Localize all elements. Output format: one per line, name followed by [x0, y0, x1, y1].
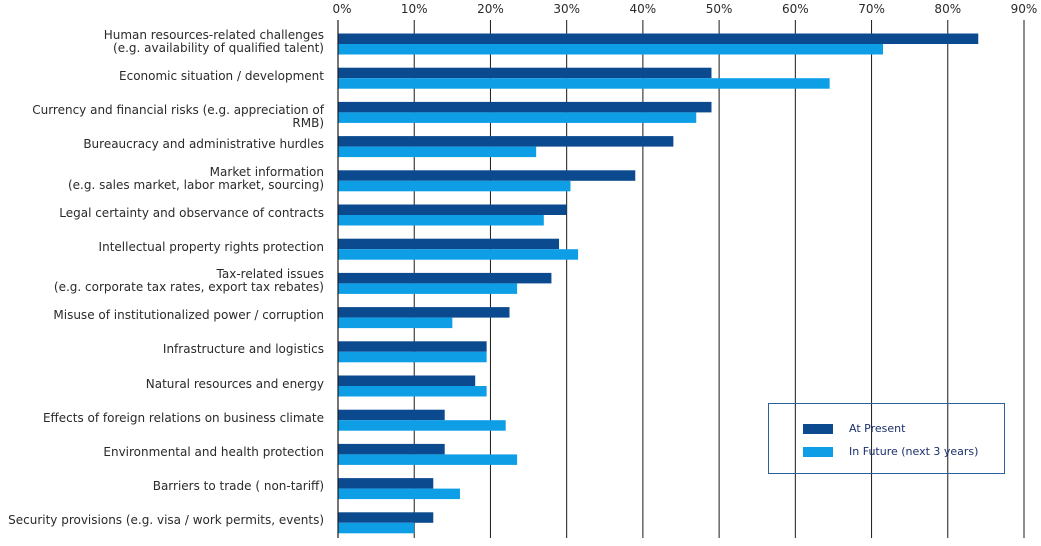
legend-label-at-present: At Present — [849, 422, 906, 435]
legend-swatch-in-future — [803, 447, 833, 457]
category-label: Tax-related issues (e.g. corporate tax ra… — [0, 268, 324, 294]
category-label-line: Tax-related issues — [216, 267, 324, 282]
bar-at-present — [338, 272, 552, 284]
x-tick-label: 50% — [705, 2, 733, 16]
bar-at-present — [338, 478, 434, 489]
category-label-line: (e.g. sales market, labor market, sourci… — [67, 177, 324, 192]
bar-in-future — [338, 44, 883, 55]
bar-in-future — [338, 454, 518, 465]
x-tick-label: 60% — [781, 2, 809, 16]
legend: At Present In Future (next 3 years) — [768, 403, 1005, 474]
bar-in-future — [338, 249, 579, 260]
bar-at-present — [338, 307, 510, 318]
category-label: Bureaucracy and administrative hurdles — [0, 138, 324, 151]
legend-swatch-at-present — [803, 424, 833, 434]
bar-at-present — [338, 409, 445, 421]
bar-at-present — [338, 170, 636, 181]
bar-at-present — [338, 33, 979, 44]
bar-in-future — [338, 146, 537, 158]
bar-at-present — [338, 443, 445, 455]
bar-in-future — [338, 215, 544, 226]
x-tick-label: 10% — [400, 2, 428, 16]
category-label: Natural resources and energy — [0, 376, 324, 391]
bar-at-present — [338, 238, 560, 250]
bar-in-future — [338, 317, 453, 329]
category-label: Environmental and health protection — [0, 444, 324, 459]
bar-in-future — [338, 386, 487, 397]
category-label-line: Currency and financial risks (e.g. appre… — [32, 102, 324, 130]
category-label: Legal certainty and observance of contra… — [0, 205, 324, 220]
category-label: Human resources-related challenges (e.g. … — [0, 29, 324, 55]
category-label-line: Human resources-related challenges — [103, 28, 324, 42]
category-label-line: Effects of foreign relations on business… — [42, 410, 324, 425]
category-label-line: Bureaucracy and administrative hurdles — [83, 137, 324, 152]
category-label: Currency and financial risks (e.g. appre… — [0, 102, 324, 130]
bar-in-future — [338, 283, 518, 294]
bar-in-future — [338, 180, 571, 192]
bar-in-future — [338, 78, 830, 89]
bar-at-present — [338, 136, 674, 147]
x-tick-label: 30% — [553, 2, 580, 16]
category-label-line: Natural resources and energy — [145, 376, 324, 391]
bar-in-future — [338, 420, 506, 431]
category-label: Intellectual property rights protection — [0, 239, 324, 254]
x-tick-label: 80% — [934, 2, 962, 16]
bar-at-present — [338, 375, 476, 386]
category-label-line: (e.g. corporate tax rates, export tax re… — [53, 280, 324, 295]
bar-in-future — [338, 488, 460, 500]
x-tick-label: 40% — [629, 2, 657, 16]
category-label: Effects of foreign relations on business… — [0, 410, 324, 425]
bar-at-present — [338, 512, 434, 523]
category-label: Market information (e.g. sales market, la… — [0, 164, 324, 192]
category-label: Security provisions (e.g. visa / work pe… — [0, 514, 324, 527]
bar-in-future — [338, 351, 487, 363]
category-label-line: Infrastructure and logistics — [162, 342, 324, 357]
bar-at-present — [338, 341, 487, 352]
bar-in-future — [338, 522, 415, 534]
legend-label-in-future: In Future (next 3 years) — [849, 445, 979, 458]
bar-at-present — [338, 101, 712, 113]
category-label-line: Misuse of institutionalized power / corr… — [53, 308, 324, 323]
category-label: Barriers to trade ( non-tariff) — [0, 480, 324, 493]
bar-in-future — [338, 112, 697, 123]
category-label-line: (e.g. availability of qualified talent) — [113, 41, 324, 55]
x-tick-label: 90% — [1010, 2, 1038, 16]
x-tick-label: 70% — [858, 2, 885, 16]
category-label: Infrastructure and logistics — [0, 343, 324, 356]
category-label-line: Barriers to trade ( non-tariff) — [152, 479, 324, 494]
category-label-line: Security provisions (e.g. visa / work pe… — [8, 513, 324, 528]
bar-at-present — [338, 204, 567, 215]
category-label: Economic situation / development — [0, 68, 324, 83]
category-label-line: Environmental and health protection — [103, 444, 324, 459]
category-label-line: Legal certainty and observance of contra… — [59, 205, 324, 220]
category-label-line: Economic situation / development — [119, 68, 324, 83]
x-tick-label: 20% — [477, 2, 504, 16]
x-tick-label: 0% — [332, 2, 352, 16]
bar-at-present — [338, 67, 712, 79]
category-label: Misuse of institutionalized power / corr… — [0, 309, 324, 322]
category-label-line: Intellectual property rights protection — [98, 239, 324, 254]
category-label-line: Market information — [209, 164, 324, 179]
